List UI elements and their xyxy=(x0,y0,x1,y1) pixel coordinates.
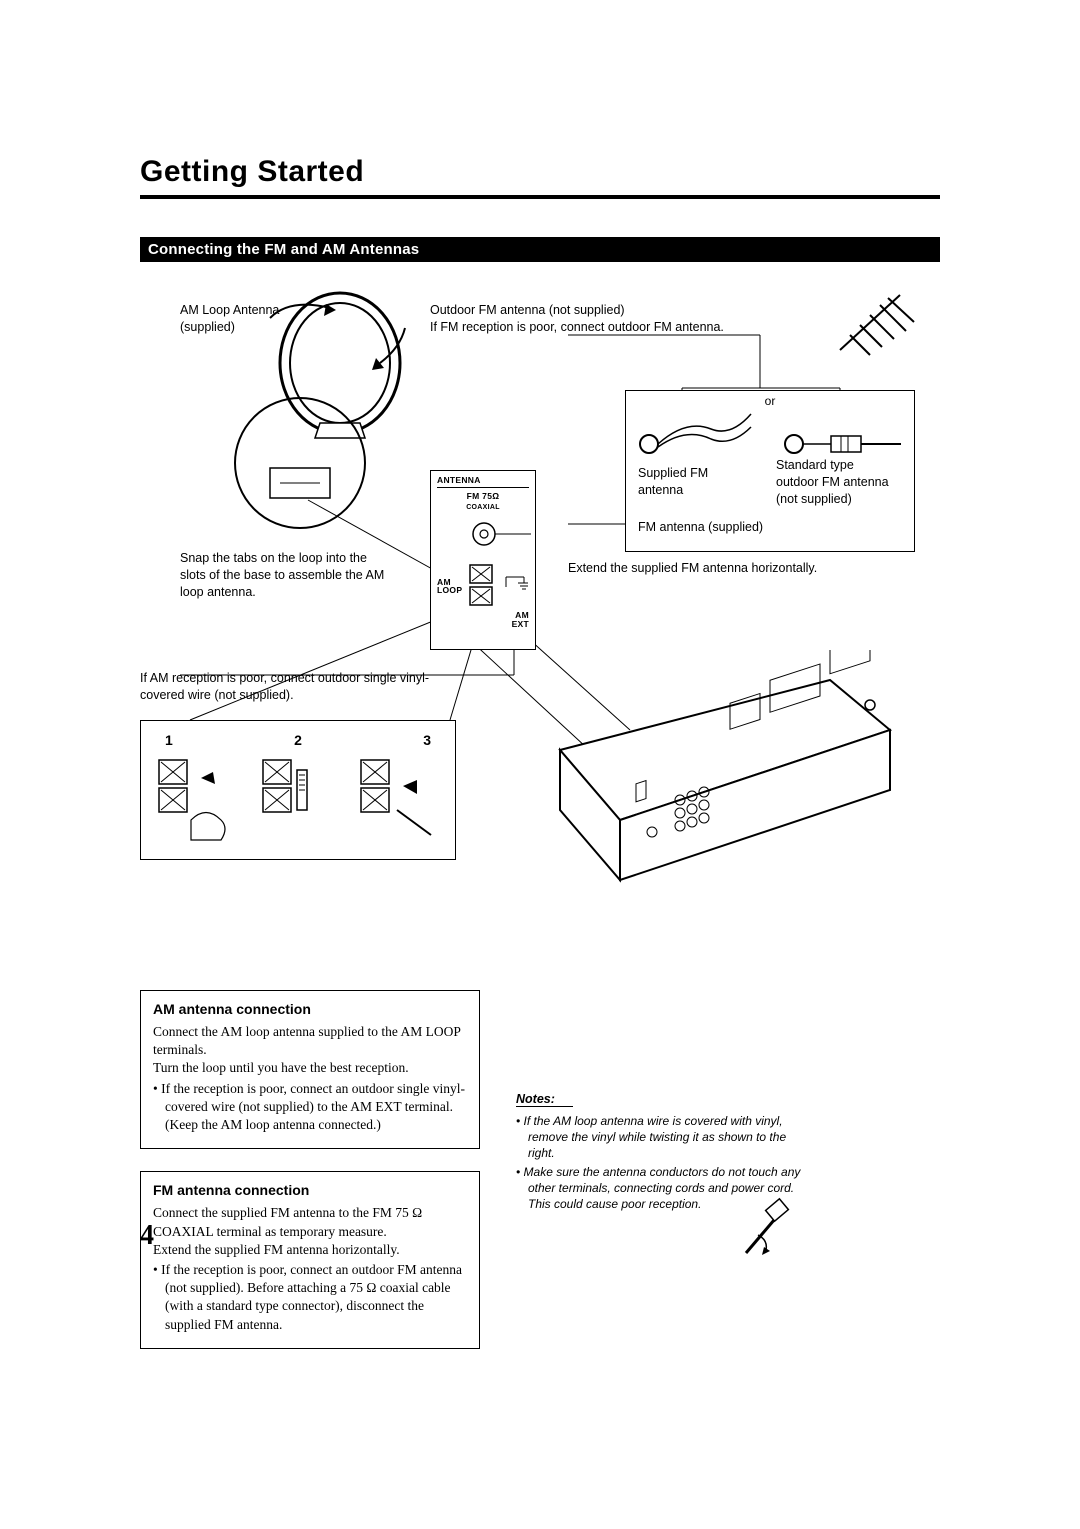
fm-bullet: If the reception is poor, connect an out… xyxy=(153,1261,467,1334)
fm-p1: Connect the supplied FM antenna to the F… xyxy=(153,1204,467,1240)
fm-p2: Extend the supplied FM antenna horizonta… xyxy=(153,1241,467,1259)
coax-jack-icon xyxy=(437,512,531,557)
note-1: If the AM loop antenna wire is covered w… xyxy=(516,1113,816,1162)
antenna-panel-title: ANTENNA xyxy=(437,475,529,488)
am-p2: Turn the loop until you have the best re… xyxy=(153,1059,467,1077)
twin-lead-icon xyxy=(631,409,761,464)
coax-connector-icon xyxy=(776,409,906,464)
if-am-poor-label: If AM reception is poor, connect outdoor… xyxy=(140,670,440,704)
notes-block: Notes: If the AM loop antenna wire is co… xyxy=(516,990,896,1371)
spring-terminals-icon xyxy=(468,563,496,609)
title-rule xyxy=(140,195,940,199)
extend-fm-label: Extend the supplied FM antenna horizonta… xyxy=(568,560,898,577)
am-ext-label: AM EXT xyxy=(437,611,529,628)
page-number: 4 xyxy=(140,1220,154,1252)
am-loop-term-label: AM LOOP xyxy=(437,578,462,595)
am-connection-box: AM antenna connection Connect the AM loo… xyxy=(140,990,480,1149)
am-connection-heading: AM antenna connection xyxy=(153,1001,467,1017)
yagi-antenna-icon xyxy=(830,280,920,360)
wire-steps-box: 1 2 3 xyxy=(140,720,456,860)
step-1-num: 1 xyxy=(165,731,173,750)
or-label: or xyxy=(626,393,914,409)
fm-supplied-label: FM antenna (supplied) xyxy=(638,519,898,536)
antenna-options-box: or Supplied FM antenna Standard type out… xyxy=(625,390,915,552)
am-bullet: If the reception is poor, connect an out… xyxy=(153,1080,467,1135)
ground-icon xyxy=(502,573,528,599)
section-heading: Connecting the FM and AM Antennas xyxy=(140,237,940,262)
receiver-rear-drawing xyxy=(540,650,900,910)
coaxial-label: COAXIAL xyxy=(437,503,529,512)
fm-connection-heading: FM antenna connection xyxy=(153,1182,467,1198)
wire-steps-drawing xyxy=(151,750,447,850)
antenna-terminal-panel: ANTENNA FM 75Ω COAXIAL AM LOOP xyxy=(430,470,536,650)
fm75-label: FM 75Ω xyxy=(437,491,529,502)
fm-connection-box: FM antenna connection Connect the suppli… xyxy=(140,1171,480,1349)
std-type-label: Standard type outdoor FM antenna (not su… xyxy=(776,457,916,508)
step-2-num: 2 xyxy=(294,731,302,750)
page-title: Getting Started xyxy=(140,155,940,189)
supplied-fm-label: Supplied FM antenna xyxy=(638,465,738,499)
vinyl-twist-icon xyxy=(738,1195,798,1265)
step-3-num: 3 xyxy=(423,731,431,750)
antenna-diagram: AM Loop Antenna (supplied) Snap the tabs… xyxy=(140,280,940,980)
notes-heading: Notes: xyxy=(516,1092,573,1107)
am-p1: Connect the AM loop antenna supplied to … xyxy=(153,1023,467,1059)
snap-tabs-label: Snap the tabs on the loop into the slots… xyxy=(180,550,390,601)
am-loop-label: AM Loop Antenna (supplied) xyxy=(180,302,360,336)
outdoor-fm-label: Outdoor FM antenna (not supplied) If FM … xyxy=(430,302,830,336)
